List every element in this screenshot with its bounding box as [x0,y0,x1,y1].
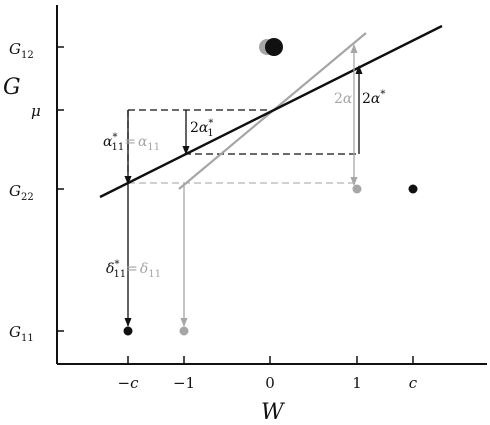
black-regression-line [99,24,443,199]
y-axis-title: G [3,75,21,100]
y-tick-label-g22: G22 [9,182,34,203]
point-g11-black [123,326,133,336]
point-g11-gray [179,326,189,336]
point-g22-gray [352,184,362,194]
two-alpha1-star-label: 2α* 1 [190,118,214,139]
two-alpha-gray-label: 2α [334,91,353,107]
alpha-star-label: α* 11= α11 [103,132,160,153]
x-tick-label-zero: 0 [265,374,275,392]
x-axis-title: W [261,400,286,425]
point-g22-black [408,184,418,194]
x-tick-label-neg-one: −1 [173,374,195,392]
x-tick-label-neg-c: −c [118,374,140,392]
y-tick-label-mu: μ [31,102,41,120]
point-g12-black [265,38,283,56]
y-tick-label-g12: G12 [9,40,34,61]
delta-star-label: δ* 11= δ11 [106,259,161,280]
x-tick-label-one: 1 [352,374,362,392]
y-tick-label-g11: G11 [9,323,34,344]
two-alpha-star-label: 2α* [362,89,385,107]
x-tick-label-c: c [409,374,418,392]
